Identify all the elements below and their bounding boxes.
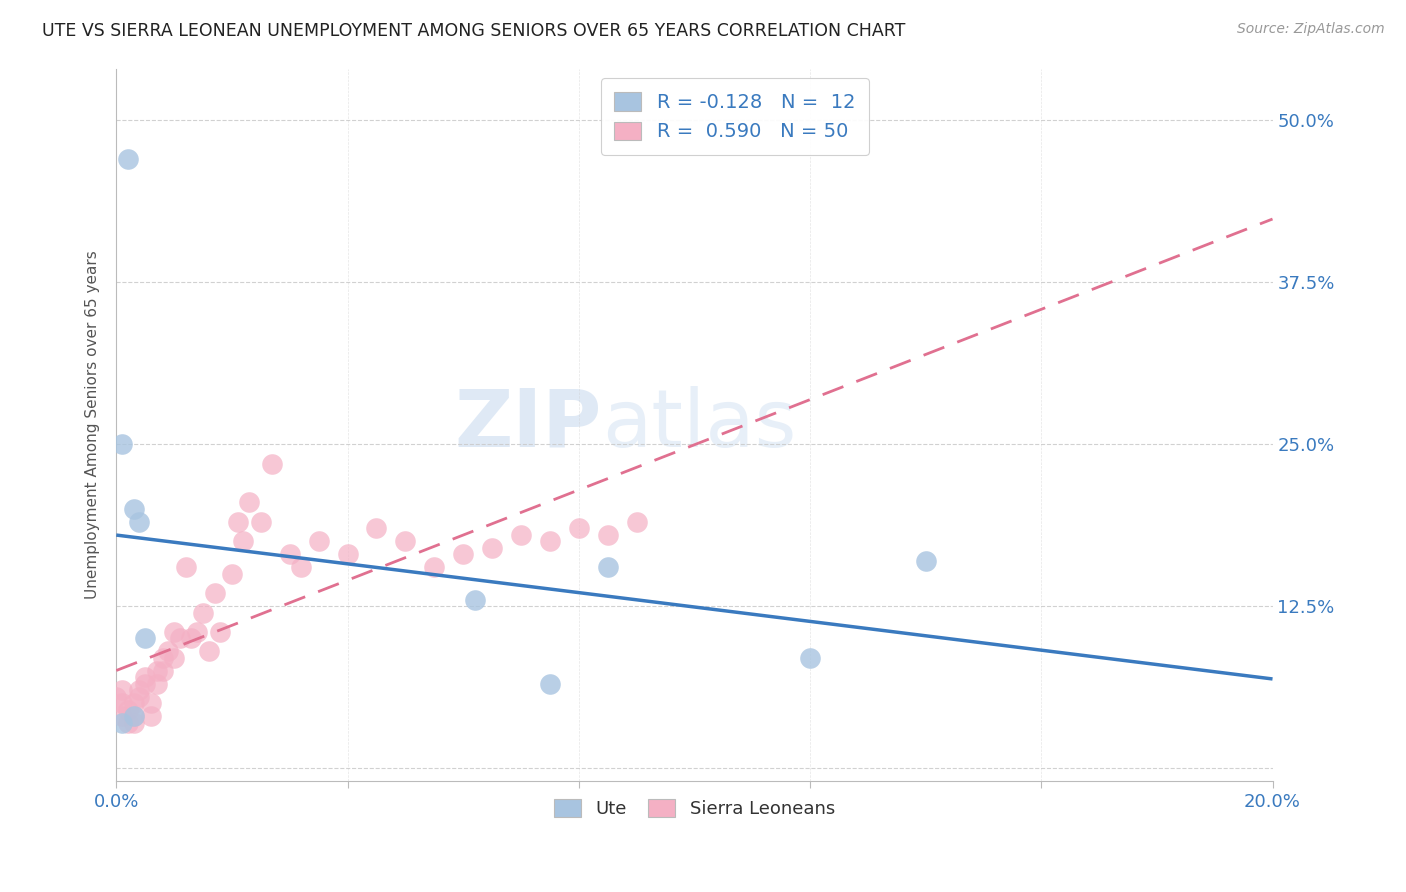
Point [232,534,254,549]
Point [451,547,474,561]
Point [191,606,214,620]
Point [128,690,150,704]
Point [117,715,139,730]
Point [145,664,167,678]
Point [394,534,416,549]
Point [111,437,134,451]
Point [174,560,197,574]
Point [122,696,145,710]
Point [197,644,219,658]
Point [336,547,359,561]
Point [221,566,243,581]
Point [238,495,260,509]
Point [596,528,619,542]
Text: Source: ZipAtlas.com: Source: ZipAtlas.com [1237,22,1385,37]
Point [204,586,226,600]
Text: atlas: atlas [602,385,796,464]
Point [169,632,191,646]
Point [538,677,561,691]
Point [568,521,591,535]
Point [186,625,208,640]
Point [122,715,145,730]
Point [626,515,648,529]
Point [128,683,150,698]
Point [163,651,186,665]
Point [209,625,232,640]
Point [157,644,180,658]
Point [464,592,486,607]
Point [538,534,561,549]
Point [152,651,174,665]
Point [163,625,186,640]
Y-axis label: Unemployment Among Seniors over 65 years: Unemployment Among Seniors over 65 years [86,251,100,599]
Point [111,696,134,710]
Point [117,152,139,166]
Point [111,709,134,723]
Point [134,632,156,646]
Point [139,696,162,710]
Point [262,457,284,471]
Point [226,515,249,529]
Point [134,670,156,684]
Point [481,541,503,555]
Point [128,515,150,529]
Point [249,515,271,529]
Text: UTE VS SIERRA LEONEAN UNEMPLOYMENT AMONG SENIORS OVER 65 YEARS CORRELATION CHART: UTE VS SIERRA LEONEAN UNEMPLOYMENT AMONG… [42,22,905,40]
Point [134,677,156,691]
Point [122,502,145,516]
Point [290,560,312,574]
Point [799,651,821,665]
Point [180,632,202,646]
Point [596,560,619,574]
Point [366,521,388,535]
Point [111,683,134,698]
Point [510,528,533,542]
Point [308,534,330,549]
Point [278,547,301,561]
Legend: Ute, Sierra Leoneans: Ute, Sierra Leoneans [547,792,842,825]
Point [139,709,162,723]
Text: ZIP: ZIP [454,385,602,464]
Point [117,703,139,717]
Point [111,715,134,730]
Point [152,664,174,678]
Point [914,554,936,568]
Point [122,709,145,723]
Point [423,560,446,574]
Point [122,709,145,723]
Point [105,690,128,704]
Point [145,677,167,691]
